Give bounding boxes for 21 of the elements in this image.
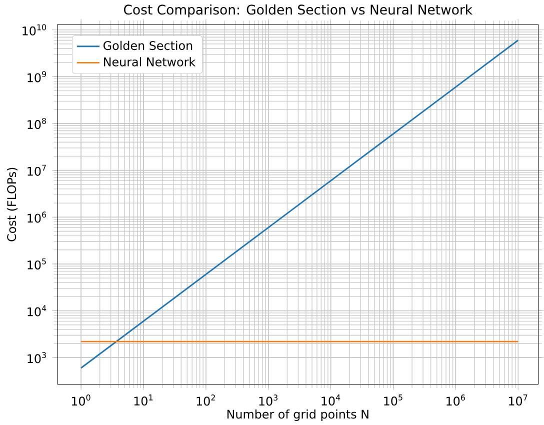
x-tick-label: 10$^{1}$ (134, 394, 153, 406)
y-tick-label: 10$^{4}$ (28, 305, 46, 316)
x-tick-label: 10$^{3}$ (259, 394, 278, 406)
y-tick-label: 10$^{10}$ (22, 24, 46, 36)
chart-title: Cost Comparison: Golden Section vs Neural Network (124, 4, 473, 18)
y-tick-label: 10$^{5}$ (28, 258, 46, 270)
x-tick-label: 10$^{2}$ (196, 394, 215, 406)
x-tick-label: 10$^{4}$ (322, 394, 340, 406)
x-tick-label: 10$^{6}$ (446, 394, 465, 406)
y-tick-label: 10$^{9}$ (28, 70, 46, 82)
y-tick-label: 10$^{8}$ (28, 118, 46, 129)
y-tick-label: 10$^{7}$ (28, 164, 46, 176)
y-tick-label: 10$^{6}$ (28, 211, 46, 223)
y-axis-title: Cost (FLOPs) (6, 168, 18, 242)
legend-label: Neural Network (104, 56, 196, 66)
x-tick-label: 10$^{5}$ (384, 394, 402, 406)
legend-label: Golden Section (104, 40, 192, 50)
x-axis-title: Number of grid points N (227, 409, 368, 421)
x-tick-label: 10$^{0}$ (72, 394, 90, 406)
y-tick-label: 10$^{3}$ (28, 352, 46, 363)
x-tick-label: 10$^{7}$ (509, 394, 528, 406)
